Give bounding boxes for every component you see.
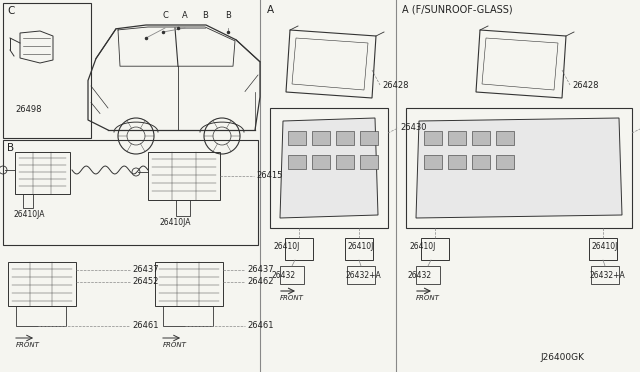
Text: 26461: 26461 — [247, 321, 273, 330]
Text: 26428: 26428 — [572, 80, 598, 90]
Text: FRONT: FRONT — [416, 295, 440, 301]
Text: 26452: 26452 — [132, 278, 158, 286]
Bar — [176, 200, 190, 216]
Text: C: C — [162, 11, 168, 20]
Bar — [360, 155, 378, 169]
Bar — [472, 131, 490, 145]
Bar — [280, 266, 304, 284]
Bar — [148, 152, 220, 200]
Text: B: B — [7, 143, 14, 153]
Bar — [312, 131, 330, 145]
Bar — [288, 131, 306, 145]
Text: 26410J: 26410J — [273, 242, 300, 251]
Bar — [3, 3, 91, 138]
Text: 26410JA: 26410JA — [160, 218, 191, 227]
Text: FRONT: FRONT — [163, 342, 187, 348]
Bar — [421, 238, 449, 260]
Bar — [285, 238, 313, 260]
Bar — [15, 152, 70, 194]
Bar — [345, 238, 373, 260]
Text: 26461: 26461 — [132, 321, 159, 330]
Text: C: C — [7, 6, 14, 16]
Bar — [589, 238, 617, 260]
Bar — [416, 266, 440, 284]
Bar — [406, 108, 632, 228]
Bar — [336, 155, 354, 169]
Bar — [472, 155, 490, 169]
Bar — [448, 131, 466, 145]
Bar — [16, 306, 66, 326]
Bar — [155, 262, 223, 306]
Text: 26432: 26432 — [408, 271, 432, 280]
Bar — [347, 266, 375, 284]
Text: 26462: 26462 — [247, 278, 273, 286]
Text: 26432+A: 26432+A — [589, 271, 625, 280]
Text: A (F/SUNROOF-GLASS): A (F/SUNROOF-GLASS) — [402, 5, 513, 15]
Text: 26428: 26428 — [382, 80, 408, 90]
Text: 26410J: 26410J — [347, 242, 373, 251]
Text: B: B — [225, 11, 231, 20]
Text: 26415: 26415 — [256, 171, 282, 180]
Text: 26430: 26430 — [400, 124, 426, 132]
Text: 26410JA: 26410JA — [13, 210, 45, 219]
Bar — [591, 266, 619, 284]
Bar — [288, 155, 306, 169]
Polygon shape — [280, 118, 378, 218]
Text: FRONT: FRONT — [16, 342, 40, 348]
Bar — [270, 108, 388, 228]
Text: 26432: 26432 — [272, 271, 296, 280]
Text: 26410J: 26410J — [591, 242, 618, 251]
Bar — [3, 140, 258, 245]
Bar — [448, 155, 466, 169]
Bar — [336, 131, 354, 145]
Text: 26437: 26437 — [132, 266, 159, 275]
Bar — [496, 155, 514, 169]
Text: A: A — [267, 5, 274, 15]
Bar — [163, 306, 213, 326]
Bar — [424, 155, 442, 169]
Text: 26432+A: 26432+A — [345, 271, 381, 280]
Text: 26410J: 26410J — [409, 242, 435, 251]
Text: 26437: 26437 — [247, 266, 274, 275]
Text: J26400GK: J26400GK — [540, 353, 584, 362]
Text: FRONT: FRONT — [280, 295, 304, 301]
Bar — [23, 194, 33, 208]
Text: A: A — [182, 11, 188, 20]
Bar — [424, 131, 442, 145]
Bar — [360, 131, 378, 145]
Polygon shape — [416, 118, 622, 218]
Bar — [312, 155, 330, 169]
Text: B: B — [202, 11, 208, 20]
Bar — [8, 262, 76, 306]
Text: 26498: 26498 — [15, 105, 42, 114]
Bar — [496, 131, 514, 145]
